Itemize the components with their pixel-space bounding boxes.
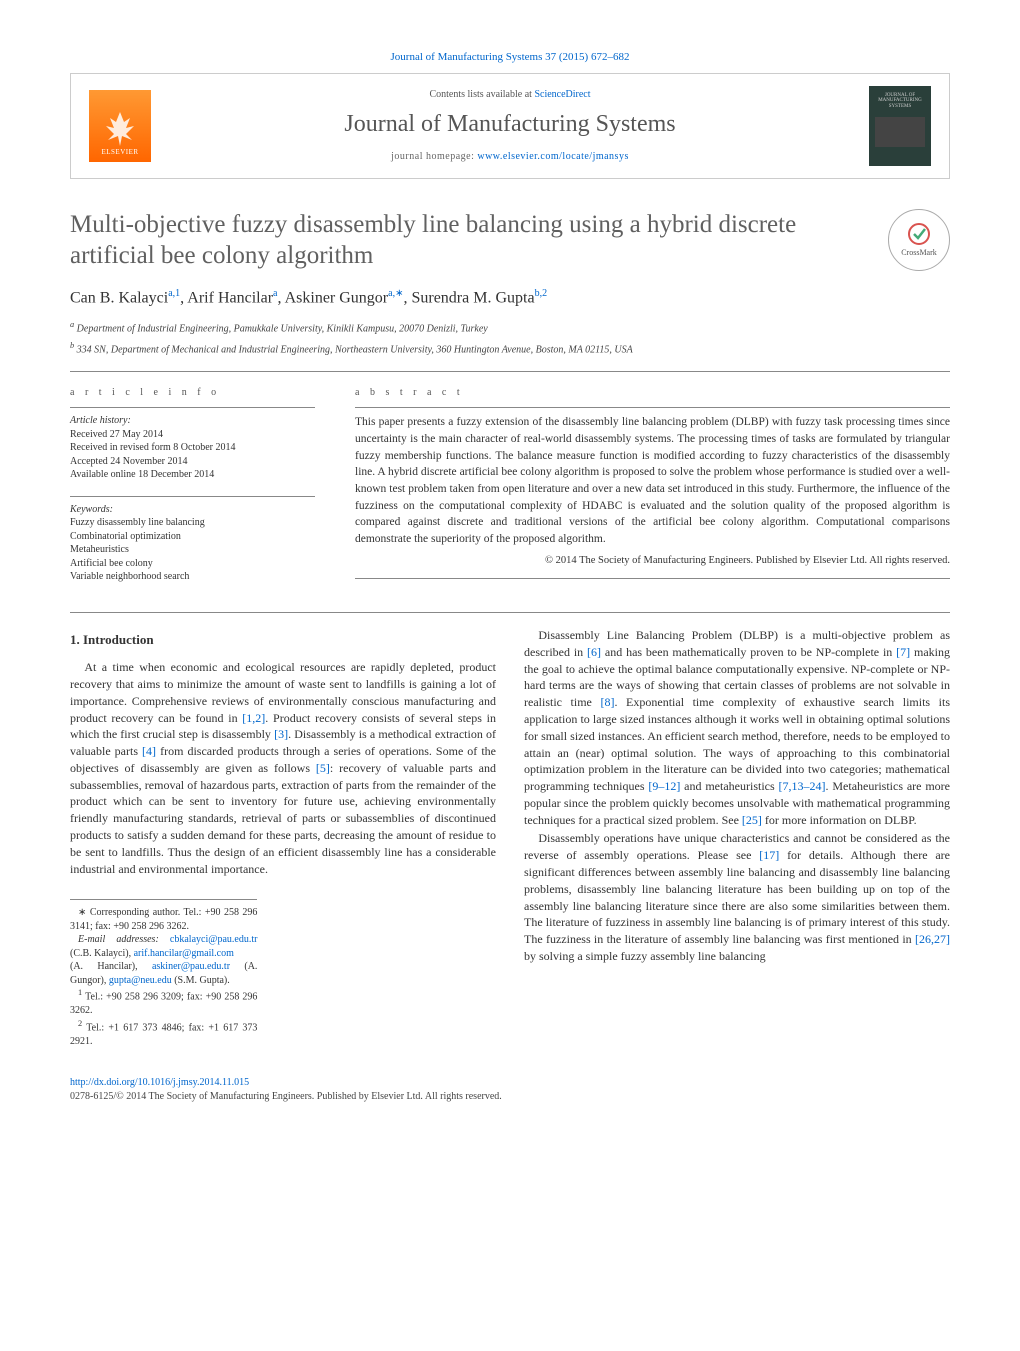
- rule-mid: [70, 612, 950, 613]
- keyword: Metaheuristics: [70, 543, 315, 557]
- abstract-copyright: © 2014 The Society of Manufacturing Engi…: [355, 554, 950, 568]
- ref-link[interactable]: [8]: [600, 695, 614, 709]
- crossmark-icon: [905, 220, 933, 248]
- history-line: Received in revised form 8 October 2014: [70, 441, 315, 455]
- contents-prefix: Contents lists available at: [429, 89, 534, 100]
- history-title: Article history:: [70, 414, 315, 428]
- footnote-1: 1 Tel.: +90 258 296 3209; fax: +90 258 2…: [70, 987, 257, 1017]
- meta-row: a r t i c l e i n f o Article history: R…: [70, 386, 950, 598]
- aff-sup: a,∗: [388, 288, 403, 299]
- email-footnote: E-mail addresses: cbkalayci@pau.edu.tr (…: [70, 933, 257, 960]
- history-line: Accepted 24 November 2014: [70, 455, 315, 469]
- crossmark-label: CrossMark: [901, 248, 937, 259]
- abstract-block: a b s t r a c t This paper presents a fu…: [355, 386, 950, 598]
- para-1: At a time when economic and ecological r…: [70, 659, 496, 877]
- footnote-2: 2 Tel.: +1 617 373 4846; fax: +1 617 373…: [70, 1018, 257, 1048]
- email-link[interactable]: arif.hancilar@gmail.com: [134, 948, 234, 959]
- para-3: Disassembly operations have unique chara…: [524, 830, 950, 964]
- homepage-link[interactable]: www.elsevier.com/locate/jmansys: [477, 151, 628, 162]
- ref-link[interactable]: [4]: [142, 744, 156, 758]
- elsevier-label: ELSEVIER: [101, 148, 138, 157]
- email-who: (S.M. Gupta): [174, 975, 227, 986]
- ref-link[interactable]: [1,2]: [242, 711, 265, 725]
- footnotes: ∗ Corresponding author. Tel.: +90 258 29…: [70, 899, 257, 1048]
- abstract-text: This paper presents a fuzzy extension of…: [355, 414, 950, 547]
- abstract-label: a b s t r a c t: [355, 386, 950, 400]
- history-block: Article history: Received 27 May 2014 Re…: [70, 414, 315, 482]
- email-who: (C.B. Kalayci): [70, 948, 129, 959]
- article-title: Multi-objective fuzzy disassembly line b…: [70, 209, 868, 272]
- ref-link[interactable]: [7,13–24]: [779, 779, 826, 793]
- body-text: 1. Introduction At a time when economic …: [70, 627, 950, 1048]
- corr-footnote: ∗ Corresponding author. Tel.: +90 258 29…: [70, 906, 257, 933]
- keywords-block: Keywords: Fuzzy disassembly line balanci…: [70, 503, 315, 584]
- homepage-line: journal homepage: www.elsevier.com/locat…: [169, 150, 851, 164]
- history-line: Available online 18 December 2014: [70, 468, 315, 482]
- journal-reference: Journal of Manufacturing Systems 37 (201…: [70, 50, 950, 65]
- author-3: Askiner Gungor: [285, 290, 389, 307]
- info-rule: [70, 407, 315, 408]
- info-rule2: [70, 496, 315, 497]
- article-info: a r t i c l e i n f o Article history: R…: [70, 386, 315, 598]
- email-who: (A. Hancilar): [70, 961, 135, 972]
- abstract-rule: [355, 407, 950, 408]
- ref-link[interactable]: [3]: [274, 727, 288, 741]
- cover-band: [875, 117, 925, 147]
- info-label: a r t i c l e i n f o: [70, 386, 315, 400]
- ref-link[interactable]: [6]: [587, 645, 601, 659]
- keyword: Combinatorial optimization: [70, 530, 315, 544]
- title-row: Multi-objective fuzzy disassembly line b…: [70, 209, 950, 272]
- email-label: E-mail addresses:: [78, 934, 170, 945]
- author-2: Arif Hancilar: [187, 290, 273, 307]
- journal-cover-thumb: JOURNAL OF MANUFACTURING SYSTEMS: [869, 86, 931, 166]
- ref-link[interactable]: [9–12]: [648, 779, 680, 793]
- intro-heading: 1. Introduction: [70, 631, 496, 649]
- sciencedirect-link[interactable]: ScienceDirect: [534, 89, 590, 100]
- doi-link[interactable]: http://dx.doi.org/10.1016/j.jmsy.2014.11…: [70, 1077, 249, 1088]
- rule-top: [70, 371, 950, 372]
- crossmark-badge[interactable]: CrossMark: [888, 209, 950, 271]
- history-line: Received 27 May 2014: [70, 428, 315, 442]
- ref-link[interactable]: [7]: [896, 645, 910, 659]
- homepage-prefix: journal homepage:: [391, 151, 477, 162]
- journal-ref-link[interactable]: Journal of Manufacturing Systems 37 (201…: [391, 51, 630, 63]
- doi-line: http://dx.doi.org/10.1016/j.jmsy.2014.11…: [70, 1076, 950, 1090]
- para-2: Disassembly Line Balancing Problem (DLBP…: [524, 627, 950, 829]
- cover-label: JOURNAL OF MANUFACTURING SYSTEMS: [878, 93, 922, 110]
- contents-line: Contents lists available at ScienceDirec…: [169, 88, 851, 102]
- email-footnote-2: (A. Hancilar), askiner@pau.edu.tr (A. Gu…: [70, 960, 257, 987]
- issn-line: 0278-6125/© 2014 The Society of Manufact…: [70, 1090, 950, 1104]
- ref-link[interactable]: [5]: [316, 761, 330, 775]
- elsevier-logo: ELSEVIER: [89, 90, 151, 162]
- keyword: Variable neighborhood search: [70, 570, 315, 584]
- journal-header: ELSEVIER Contents lists available at Sci…: [70, 73, 950, 179]
- author-4: Surendra M. Gupta: [411, 290, 534, 307]
- email-link[interactable]: cbkalayci@pau.edu.tr: [170, 934, 258, 945]
- ref-link[interactable]: [17]: [759, 848, 779, 862]
- keyword: Fuzzy disassembly line balancing: [70, 516, 315, 530]
- aff-sup: b,2: [535, 288, 548, 299]
- email-link[interactable]: gupta@neu.edu: [109, 975, 172, 986]
- journal-title: Journal of Manufacturing Systems: [169, 108, 851, 140]
- affiliation-b: b 334 SN, Department of Mechanical and I…: [70, 340, 950, 357]
- authors-line: Can B. Kalaycia,1, Arif Hancilara, Askin…: [70, 287, 950, 309]
- abstract-rule-bot: [355, 578, 950, 579]
- aff-sup: a: [273, 288, 277, 299]
- affiliation-a: a Department of Industrial Engineering, …: [70, 319, 950, 336]
- author-1: Can B. Kalayci: [70, 290, 168, 307]
- ref-link[interactable]: [26,27]: [915, 932, 950, 946]
- aff-sup: a,1: [168, 288, 180, 299]
- keyword: Artificial bee colony: [70, 557, 315, 571]
- kw-title: Keywords:: [70, 503, 315, 517]
- header-center: Contents lists available at ScienceDirec…: [169, 88, 851, 163]
- email-link[interactable]: askiner@pau.edu.tr: [152, 961, 230, 972]
- elsevier-tree-icon: [100, 108, 140, 148]
- ref-link[interactable]: [25]: [742, 813, 762, 827]
